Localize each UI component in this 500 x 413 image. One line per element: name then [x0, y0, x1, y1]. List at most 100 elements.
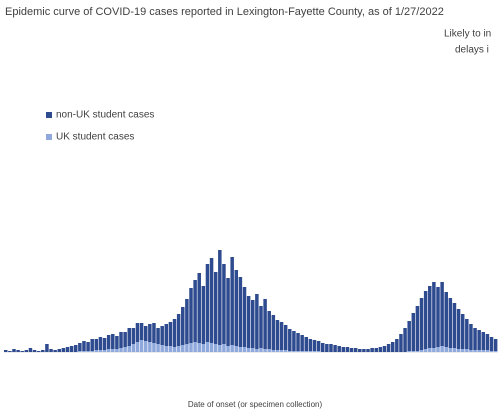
annotation: Likely to in [444, 29, 491, 40]
bar-segment [106, 349, 111, 352]
bar-segment [456, 349, 461, 352]
bar-segment [28, 348, 33, 352]
bar-segment [164, 346, 169, 352]
bar-segment [345, 347, 350, 352]
bar-segment [255, 294, 259, 349]
bar-segment [168, 346, 173, 352]
bar-segment [78, 351, 82, 352]
bar-segment [176, 346, 181, 352]
bar-segment [90, 351, 94, 352]
bar-segment [86, 351, 90, 352]
bar-segment [271, 350, 276, 352]
bar-segment [271, 315, 276, 350]
bar-segment [304, 337, 309, 351]
legend-label: UK student cases [56, 132, 134, 143]
bar-segment [94, 339, 99, 350]
legend-label: non-UK student cases [56, 110, 154, 121]
bar-segment [337, 346, 341, 352]
bar-segment [300, 351, 304, 352]
bar-segment [419, 350, 424, 352]
bar-segment [312, 351, 317, 352]
bar-segment [407, 321, 411, 351]
bar-segment [193, 342, 197, 352]
bar-segment [411, 351, 416, 352]
bar-segment [222, 264, 226, 344]
bar-segment [8, 351, 12, 352]
bar-segment [469, 324, 473, 350]
bar-segment [399, 334, 403, 352]
bar-segment [61, 348, 66, 352]
bar-segment [436, 347, 440, 352]
bar-segment [283, 325, 288, 350]
bar-segment [283, 350, 288, 352]
bar-segment [90, 339, 94, 351]
bar-segment [452, 348, 457, 352]
bar-segment [213, 344, 218, 352]
bar-segment [16, 350, 20, 352]
bar-segment [251, 300, 255, 348]
bar-segment [152, 343, 156, 352]
annotation: delays i [455, 45, 489, 56]
bar-segment [308, 339, 313, 351]
bar-segment [115, 349, 119, 352]
bar-segment [333, 345, 337, 352]
bar-segment [275, 320, 280, 350]
bar-segment [218, 345, 222, 352]
bar-segment [493, 351, 498, 352]
bar-segment [358, 349, 362, 352]
bar-segment [41, 350, 45, 352]
bar-segment [148, 342, 152, 352]
bar-segment [69, 346, 74, 352]
bar-segment [320, 343, 325, 352]
bar-segment [102, 338, 107, 350]
bar-segment [378, 347, 383, 352]
bar-segment [473, 350, 477, 352]
x-axis-title: Date of onset (or specimen collection) [188, 400, 323, 409]
bar-segment [185, 344, 189, 352]
bar-segment [489, 351, 494, 352]
bar-segment [296, 333, 300, 351]
bar-segment [440, 282, 444, 346]
bar-segment [263, 299, 267, 349]
bar-segment [440, 346, 444, 352]
bar-segment [226, 346, 230, 352]
bar-segment [279, 350, 284, 352]
bar-segment [102, 350, 107, 352]
bar-segment [119, 332, 123, 348]
bar-segment [259, 306, 263, 348]
bar-segment [164, 324, 169, 346]
bar-segment [98, 350, 103, 352]
bar-segment [423, 349, 428, 352]
bar-segment [12, 349, 16, 352]
bar-segment [267, 311, 271, 349]
bar-segment [135, 342, 140, 352]
bar-segment [197, 343, 201, 352]
bar-segment [209, 343, 214, 352]
bar-segment [288, 329, 292, 351]
bar-segment [428, 348, 432, 352]
bar-segment [189, 343, 193, 352]
bar-segment [312, 340, 317, 351]
bar-segment [477, 330, 481, 350]
bar-segment [226, 278, 230, 346]
bar-segment [485, 334, 490, 350]
bar-segment [485, 350, 490, 352]
bar-segment [374, 348, 378, 352]
bar-segment [4, 350, 8, 352]
bar-segment [197, 273, 201, 343]
bar-segment [82, 341, 86, 351]
bar-segment [251, 348, 255, 352]
bar-segment [255, 349, 259, 352]
bar-segment [172, 347, 177, 352]
bar-segment [296, 351, 300, 352]
bar-segment [288, 351, 292, 352]
bar-segment [234, 346, 239, 352]
bar-segment [156, 328, 160, 344]
bar-segment [481, 332, 486, 350]
bar-segment [139, 340, 144, 352]
bar-segment [246, 296, 251, 348]
bar-segment [131, 344, 136, 352]
bar-segment [304, 351, 309, 352]
bar-segment [469, 350, 473, 352]
bar-segment [428, 286, 432, 348]
